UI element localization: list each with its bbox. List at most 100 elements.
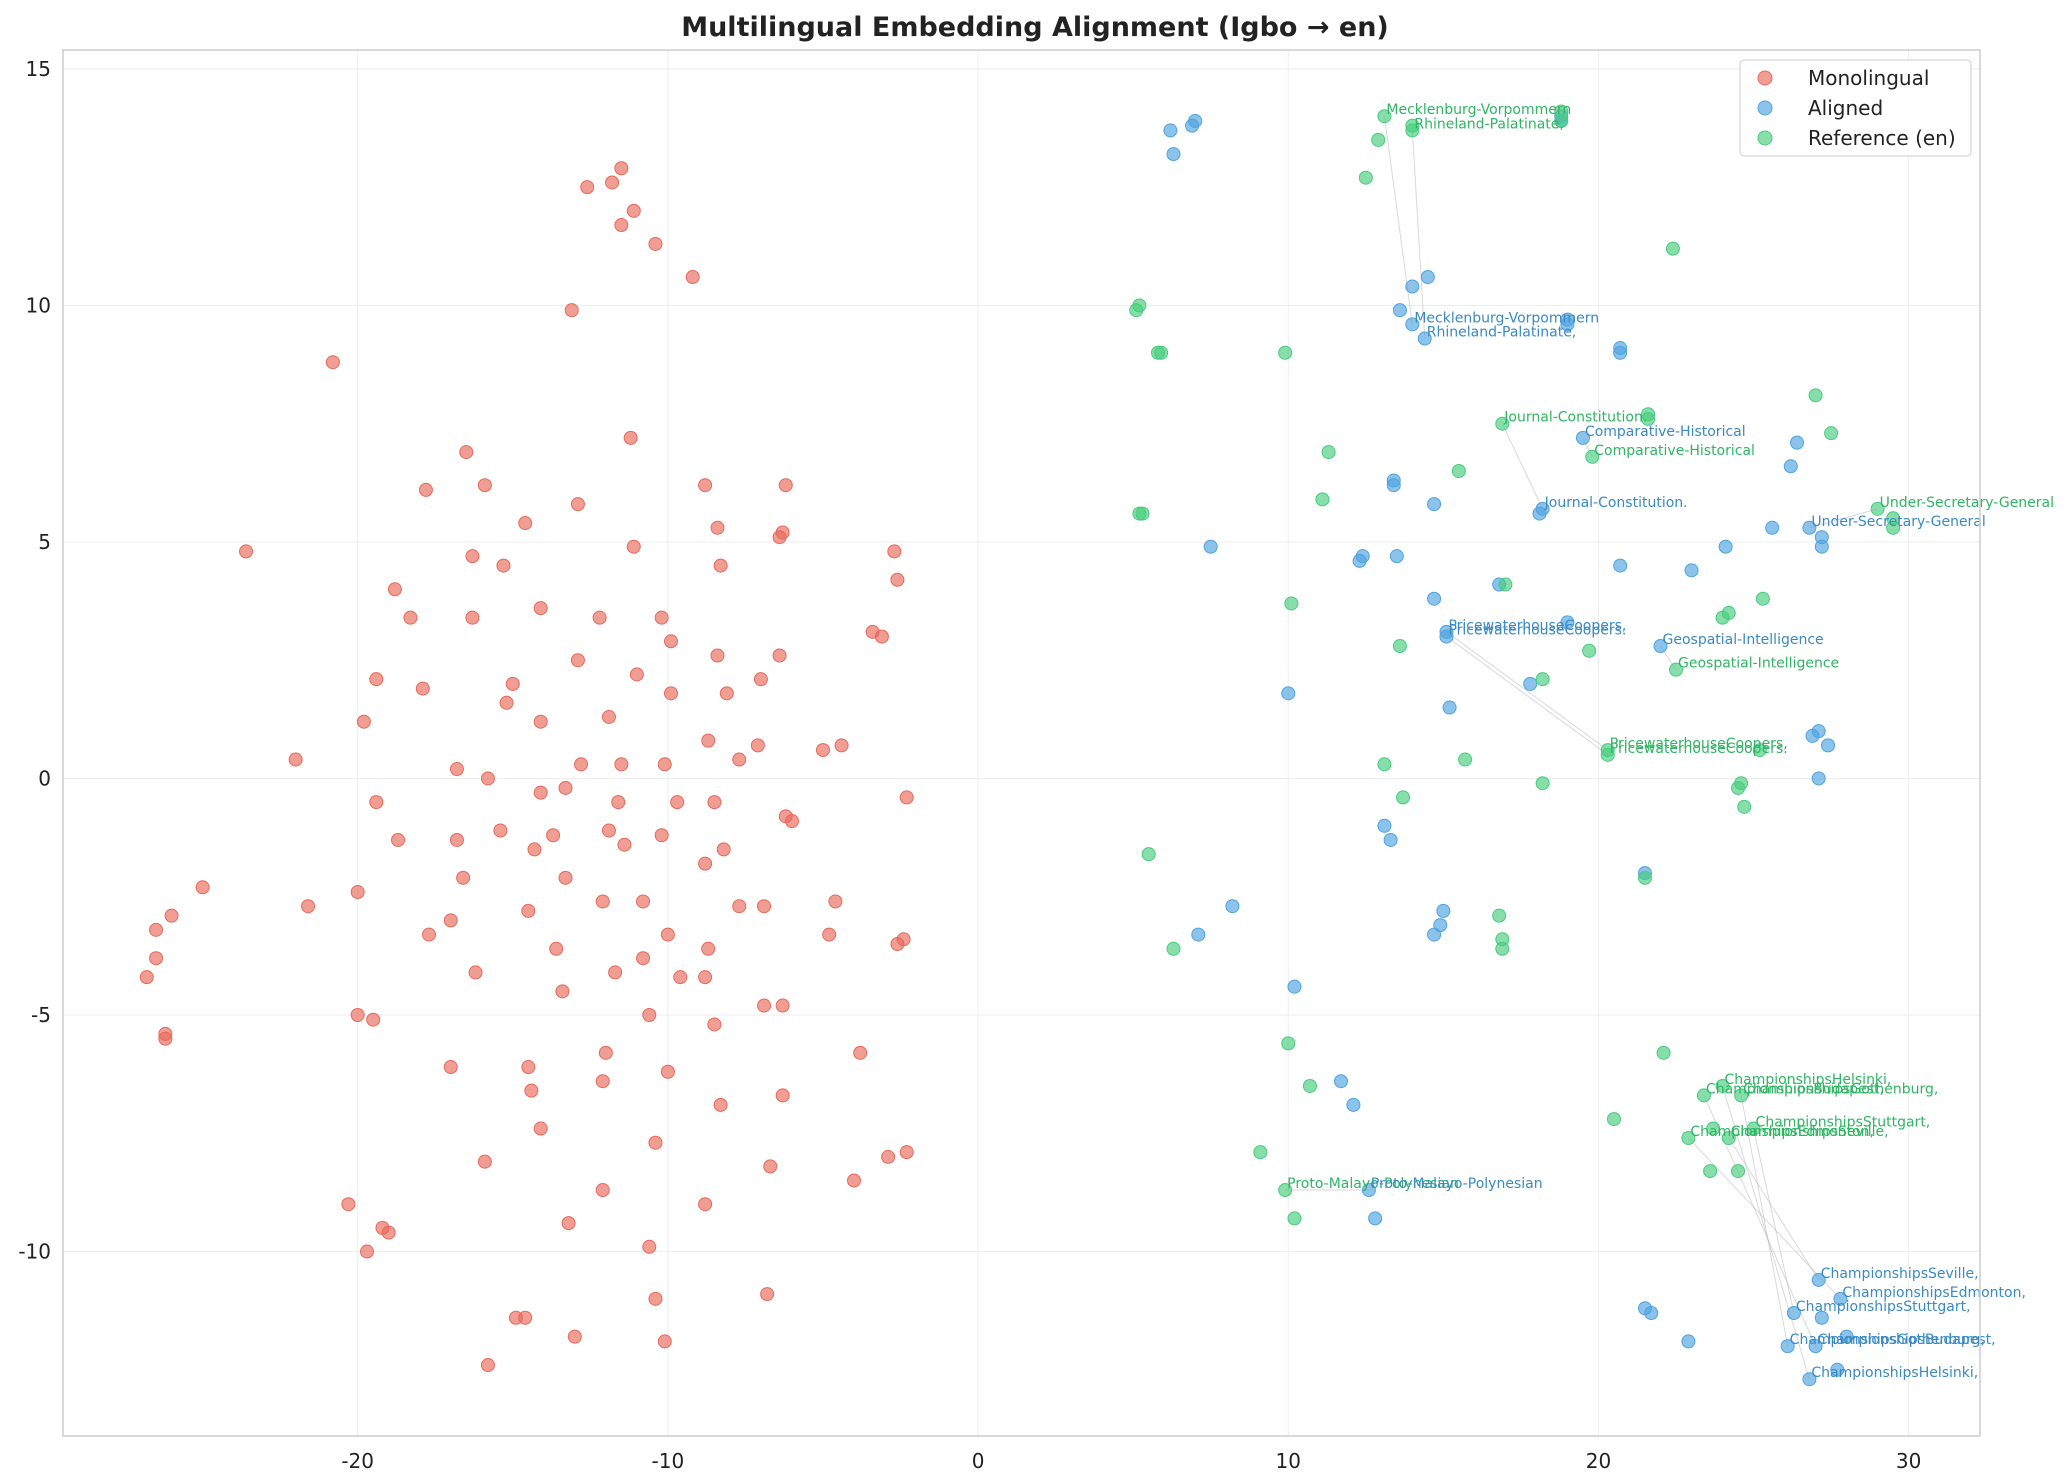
data-point-reference-en [1746, 1121, 1761, 1136]
data-point-reference-en [1731, 1164, 1746, 1179]
data-point-monolingual [164, 908, 179, 923]
data-point-reference-en [1606, 1112, 1621, 1127]
data-point-aligned [1442, 700, 1457, 715]
data-point-aligned [1386, 478, 1401, 493]
data-point-aligned [1377, 818, 1392, 833]
data-point-reference-en [1166, 941, 1181, 956]
data-point-monolingual [350, 885, 365, 900]
point-label: ChampionshipsSeville, [1821, 1266, 1979, 1282]
data-point-monolingual [710, 520, 725, 535]
data-point-reference-en [1703, 1164, 1718, 1179]
plot-frame [62, 49, 1981, 1437]
data-point-reference-en [1886, 520, 1901, 535]
data-point-monolingual [555, 984, 570, 999]
data-point-monolingual [496, 558, 511, 573]
data-point-monolingual [750, 738, 765, 753]
data-point-monolingual [549, 941, 564, 956]
data-point-monolingual [524, 1083, 539, 1098]
data-point-aligned [1417, 331, 1432, 346]
data-point-monolingual [598, 1045, 613, 1060]
data-point-monolingual [601, 709, 616, 724]
data-point-aligned [1808, 1339, 1823, 1354]
y-tick-label: 5 [38, 530, 51, 554]
data-point-reference-en [1377, 757, 1392, 772]
point-label: ChampionshipsGothenburg, [1743, 1081, 1938, 1097]
connection-line [1446, 631, 1609, 751]
data-point-aligned [1613, 558, 1628, 573]
data-point-monolingual [580, 180, 595, 195]
data-point-reference-en [1706, 1121, 1721, 1136]
data-point-aligned [1644, 1306, 1659, 1321]
data-point-aligned [1523, 676, 1538, 691]
data-point-monolingual [614, 161, 629, 176]
data-point-reference-en [1135, 506, 1150, 521]
data-point-reference-en [1554, 113, 1569, 128]
data-point-monolingual [468, 965, 483, 980]
point-label: ChampionshipsBudapest, [1706, 1081, 1884, 1097]
data-point-monolingual [614, 218, 629, 233]
data-point-monolingual [608, 965, 623, 980]
data-point-reference-en [1737, 799, 1752, 814]
data-point-reference-en [1665, 241, 1680, 256]
data-point-monolingual [239, 544, 254, 559]
point-label: Proto-Malayo-Polynesian [1287, 1176, 1459, 1192]
data-point-monolingual [443, 1060, 458, 1075]
point-label: Proto-Malayo-Polynesian [1371, 1176, 1543, 1192]
data-point-aligned [1653, 639, 1668, 654]
data-point-reference-en [1870, 501, 1885, 516]
data-point-aligned [1352, 553, 1367, 568]
data-point-reference-en [1154, 345, 1169, 360]
data-point-monolingual [648, 1135, 663, 1150]
data-point-monolingual [636, 894, 651, 909]
data-point-monolingual [732, 899, 747, 914]
data-point-monolingual [403, 610, 418, 625]
data-point-monolingual [698, 1197, 713, 1212]
data-point-monolingual [713, 558, 728, 573]
connection-line [1446, 636, 1609, 756]
data-point-monolingual [707, 795, 722, 810]
data-point-reference-en [1752, 743, 1767, 758]
data-point-monolingual [753, 672, 768, 687]
data-point-aligned [1389, 549, 1404, 564]
data-point-monolingual [890, 937, 905, 952]
data-point-reference-en [1734, 1088, 1749, 1103]
data-point-monolingual [592, 610, 607, 625]
data-point-aligned [1225, 899, 1240, 914]
data-point-reference-en [1535, 776, 1550, 791]
data-point-monolingual [626, 539, 641, 554]
data-point-aligned [1287, 979, 1302, 994]
legend-marker-reference [1757, 130, 1773, 146]
data-point-monolingual [757, 998, 772, 1013]
data-point-reference-en [1371, 132, 1386, 147]
data-point-aligned [1334, 1074, 1348, 1089]
data-point-monolingual [636, 951, 651, 966]
data-point-monolingual [149, 951, 164, 966]
data-point-monolingual [369, 672, 384, 687]
data-point-monolingual [570, 653, 585, 668]
data-point-monolingual [698, 970, 713, 985]
data-point-monolingual [698, 478, 713, 493]
data-point-monolingual [301, 899, 316, 914]
data-point-monolingual [626, 203, 641, 218]
data-point-reference-en [1492, 908, 1507, 923]
data-point-monolingual [685, 270, 700, 285]
data-point-monolingual [701, 941, 716, 956]
data-point-aligned [1405, 279, 1420, 294]
data-point-monolingual [288, 752, 303, 767]
data-point-aligned [1811, 1272, 1826, 1287]
connection-line [1753, 1128, 1795, 1314]
data-point-monolingual [822, 927, 837, 942]
data-point-monolingual [663, 686, 678, 701]
data-point-monolingual [657, 1334, 672, 1349]
series-aligned [1163, 109, 1854, 1387]
series-reference-en [1129, 104, 1901, 1226]
data-point-monolingual [701, 733, 716, 748]
legend-marker-monolingual [1757, 70, 1773, 86]
data-point-monolingual [359, 1244, 374, 1259]
data-point-monolingual [899, 790, 914, 805]
x-axis-ticks: -20 -10 0 10 20 30 [341, 1449, 1921, 1473]
data-point-monolingual [558, 780, 573, 795]
data-point-monolingual [149, 922, 164, 937]
data-point-reference-en [1498, 577, 1513, 592]
data-point-reference-en [1278, 345, 1293, 360]
